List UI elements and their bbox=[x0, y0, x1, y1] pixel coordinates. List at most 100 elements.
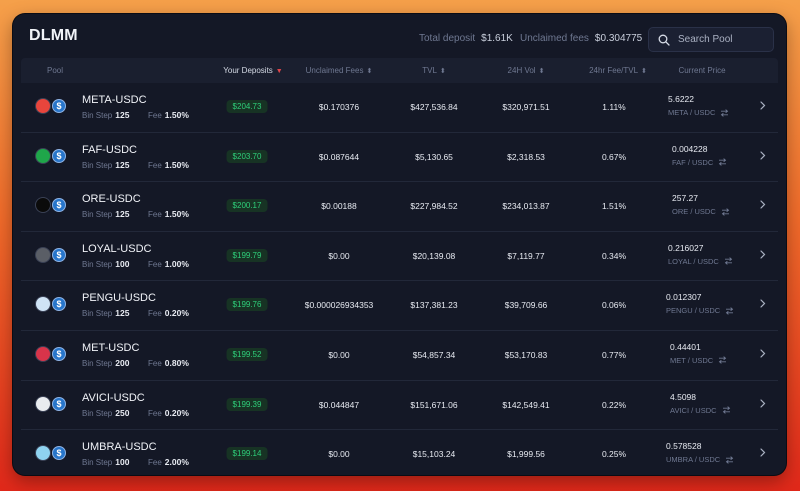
pool-row[interactable]: $ LOYAL-USDC Bin Step 100 Fee 1.00% $199.7… bbox=[21, 232, 778, 282]
pool-name: ORE-USDC bbox=[82, 193, 141, 206]
swap-icon[interactable] bbox=[725, 455, 734, 464]
col-your-deposits[interactable]: Your Deposits ▼ bbox=[223, 66, 282, 75]
unclaimed-fees-cell: $0.00 bbox=[328, 449, 350, 460]
unclaimed-fees-value: $0.304775 bbox=[594, 33, 643, 44]
chevron-right-icon[interactable] bbox=[760, 101, 766, 110]
fee-label: Fee bbox=[148, 111, 162, 120]
bin-step-value: 100 bbox=[115, 258, 130, 269]
swap-icon[interactable] bbox=[725, 307, 734, 315]
swap-icon[interactable] bbox=[720, 108, 729, 117]
bin-step-value: 200 bbox=[115, 357, 130, 368]
pool-row[interactable]: $ PENGU-USDC Bin Step 125 Fee 0.20% $199.7… bbox=[21, 281, 778, 331]
deposit-badge: $199.79 bbox=[226, 248, 268, 262]
chevron-right-icon[interactable] bbox=[760, 448, 766, 457]
swap-icon[interactable] bbox=[721, 207, 730, 216]
deposit-badge: $203.70 bbox=[226, 149, 268, 163]
col-24hr-fee-tvl[interactable]: 24hr Fee/TVL ⬍ bbox=[589, 66, 647, 75]
current-price: 0.012307 bbox=[666, 292, 702, 303]
umbra-token-icon bbox=[36, 446, 50, 461]
price-pair: ORE / USDC bbox=[672, 207, 730, 216]
pool-row[interactable]: $ FAF-USDC Bin Step 125 Fee 1.50% $203.70 … bbox=[21, 133, 778, 183]
usdc-token-icon: $ bbox=[52, 446, 66, 461]
col-tvl-label: TVL bbox=[422, 66, 437, 75]
unclaimed-fees-cell: $0.000026934353 bbox=[304, 300, 374, 311]
chevron-right-icon[interactable] bbox=[760, 349, 766, 358]
unclaimed-fees-cell: $0.00 bbox=[328, 349, 350, 360]
bin-step-label: Bin Step bbox=[82, 458, 113, 468]
swap-icon[interactable] bbox=[718, 356, 727, 365]
pool-fee: Fee 0.20% bbox=[148, 408, 189, 418]
app-window: DLMM Total deposit $1.61K Unclaimed fees $… bbox=[13, 14, 786, 475]
chevron-right-icon[interactable] bbox=[760, 150, 766, 160]
bin-step-value: 250 bbox=[115, 407, 130, 418]
bin-step: Bin Step 125 bbox=[82, 209, 129, 219]
pool-row[interactable]: $ MET-USDC Bin Step 200 Fee 0.80% $199.52 … bbox=[21, 331, 778, 381]
sort-icon: ⬍ bbox=[641, 68, 647, 75]
tvl-cell: $54,857.34 bbox=[412, 349, 456, 360]
bin-step: Bin Step 100 bbox=[82, 457, 129, 467]
pool-fee: Fee 1.50% bbox=[148, 209, 189, 219]
pool-name: PENGU-USDC bbox=[82, 292, 156, 305]
fee-tvl-cell: 0.22% bbox=[601, 399, 627, 410]
col-unclaimed-fees-label: Unclaimed Fees bbox=[305, 66, 364, 75]
col-pool: Pool bbox=[47, 66, 64, 75]
tvl-cell: $15,103.24 bbox=[412, 449, 456, 460]
fee-label: Fee bbox=[148, 160, 162, 170]
price-pair-label: ORE / USDC bbox=[672, 207, 716, 217]
bin-step-label: Bin Step bbox=[82, 358, 113, 368]
bin-step-value: 100 bbox=[115, 457, 130, 468]
fee-label: Fee bbox=[148, 358, 162, 368]
pengu-token-icon bbox=[36, 297, 50, 312]
deposit-badge: $204.73 bbox=[226, 100, 268, 113]
bin-step-value: 125 bbox=[115, 159, 130, 170]
price-pair-label: FAF / USDC bbox=[672, 157, 714, 167]
price-pair: META / USDC bbox=[668, 108, 729, 117]
usdc-token-icon: $ bbox=[52, 396, 66, 411]
col-unclaimed-fees[interactable]: Unclaimed Fees ⬍ bbox=[306, 66, 373, 75]
fee-value: 0.20% bbox=[164, 308, 189, 319]
deposit-badge: $199.52 bbox=[226, 347, 268, 361]
fee-label: Fee bbox=[148, 259, 162, 269]
pool-row[interactable]: $ AVICI-USDC Bin Step 250 Fee 0.20% $199.3… bbox=[21, 381, 778, 431]
current-price: 4.5098 bbox=[670, 391, 696, 402]
faf-token-icon bbox=[36, 148, 50, 163]
price-pair: MET / USDC bbox=[670, 356, 727, 365]
swap-icon[interactable] bbox=[718, 158, 727, 166]
col-24hr-fee-tvl-label: 24hr Fee/TVL bbox=[589, 66, 639, 75]
swap-icon[interactable] bbox=[722, 406, 731, 414]
deposit-badge: $199.76 bbox=[226, 298, 268, 312]
pool-row[interactable]: $ META-USDC Bin Step 125 Fee 1.50% $204.73… bbox=[21, 83, 778, 133]
unclaimed-fees-cell: $0.087644 bbox=[318, 151, 360, 162]
pool-fee: Fee 2.00% bbox=[148, 457, 189, 467]
chevron-right-icon[interactable] bbox=[760, 250, 766, 259]
bin-step-label: Bin Step bbox=[82, 408, 113, 418]
volume-24h-cell: $1,999.56 bbox=[507, 449, 545, 460]
pool-row[interactable]: $ ORE-USDC Bin Step 125 Fee 1.50% $200.17 … bbox=[21, 182, 778, 232]
pool-fee: Fee 1.50% bbox=[148, 110, 189, 120]
price-pair: FAF / USDC bbox=[672, 158, 727, 167]
volume-24h-cell: $39,709.66 bbox=[504, 300, 548, 311]
pool-table-body: $ META-USDC Bin Step 125 Fee 1.50% $204.73… bbox=[21, 83, 778, 475]
usdc-token-icon: $ bbox=[52, 99, 66, 113]
tvl-cell: $227,984.52 bbox=[410, 201, 458, 212]
chevron-right-icon[interactable] bbox=[760, 398, 766, 408]
chevron-right-icon[interactable] bbox=[760, 200, 766, 209]
current-price: 257.27 bbox=[672, 193, 698, 204]
swap-icon[interactable] bbox=[724, 257, 733, 266]
bin-step-label: Bin Step bbox=[82, 210, 113, 220]
current-price: 0.216027 bbox=[668, 242, 704, 253]
fee-label: Fee bbox=[148, 210, 162, 220]
fee-value: 1.50% bbox=[164, 209, 189, 220]
chevron-right-icon[interactable] bbox=[760, 299, 766, 308]
col-current-price: Current Price bbox=[678, 66, 726, 75]
unclaimed-fees-cell: $0.00 bbox=[328, 250, 350, 261]
bin-step: Bin Step 200 bbox=[82, 358, 129, 368]
pool-fee: Fee 1.50% bbox=[148, 160, 189, 170]
pool-row[interactable]: $ UMBRA-USDC Bin Step 100 Fee 2.00% $199.1… bbox=[21, 430, 778, 475]
col-24h-vol[interactable]: 24H Vol ⬍ bbox=[508, 66, 545, 75]
search-pool-input[interactable]: Search Pool bbox=[648, 27, 774, 52]
avici-token-icon bbox=[36, 396, 50, 411]
usdc-token-icon: $ bbox=[52, 148, 66, 163]
ore-token-icon bbox=[36, 198, 50, 213]
col-tvl[interactable]: TVL ⬍ bbox=[422, 66, 446, 75]
